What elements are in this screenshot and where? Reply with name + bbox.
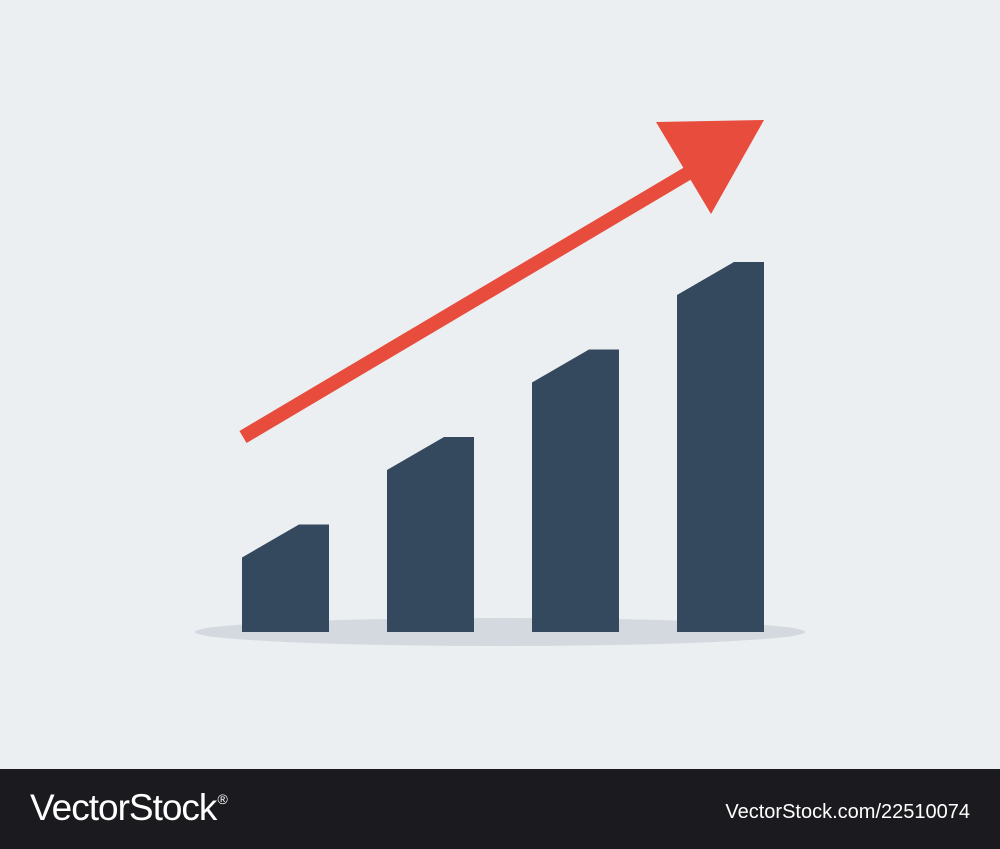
arrow-shaft xyxy=(239,165,694,444)
ground-shadow xyxy=(195,618,805,646)
growth-chart-illustration xyxy=(195,120,805,646)
brand-text: VectorStock xyxy=(30,787,217,828)
bars-group xyxy=(242,262,764,632)
bar-2 xyxy=(387,437,474,632)
trend-arrow-icon xyxy=(239,120,764,444)
brand-logo: VectorStock® xyxy=(30,787,228,829)
arrow-head xyxy=(656,120,764,214)
bar-1 xyxy=(242,524,329,632)
bar-3 xyxy=(532,349,619,632)
footer-bar: VectorStock® VectorStock.com/22510074 xyxy=(0,769,1000,849)
bar-4 xyxy=(677,262,764,632)
image-id: VectorStock.com/22510074 xyxy=(725,801,970,823)
registered-mark: ® xyxy=(217,791,227,807)
